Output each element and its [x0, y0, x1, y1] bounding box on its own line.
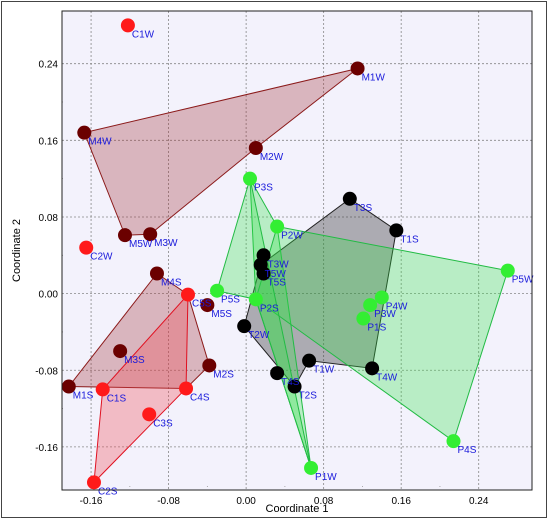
data-point-p4w [374, 290, 389, 305]
data-point-p1w [304, 460, 319, 475]
point-label-m3w: M3W [154, 238, 178, 249]
data-point-c2w [79, 240, 94, 255]
data-point-t2w [237, 319, 252, 334]
data-points [61, 18, 515, 490]
point-label-c3s: C3S [153, 418, 173, 429]
y-tick-label: -0.08 [35, 366, 58, 377]
data-point-p3s [243, 171, 257, 186]
y-tick-label: -0.16 [35, 443, 58, 454]
point-label-t3s: T3S [354, 203, 373, 214]
data-point-t1s [389, 223, 404, 238]
point-labels: M1W M2W M3W M4W M5W M1S M2S M3S M4S M5S C1W C2W C1S C… [73, 29, 534, 497]
data-point-t5s [256, 266, 271, 281]
data-point-m3s [113, 344, 128, 359]
data-point-c5s [180, 287, 195, 302]
data-point-p4s [446, 434, 461, 449]
data-point-t2s [287, 379, 302, 394]
data-point-t1w [302, 353, 317, 368]
point-label-m2w: M2W [260, 152, 284, 163]
point-label-m1s: M1S [73, 391, 94, 402]
data-point-p3w [363, 298, 378, 313]
point-label-p4s: P4S [458, 445, 477, 456]
point-label-c5s: C5S [192, 299, 212, 310]
y-tick-label: 0.08 [39, 213, 59, 224]
data-point-m1w [350, 61, 365, 76]
point-label-t2s: T2S [299, 391, 318, 402]
point-label-t5s: T5S [268, 277, 287, 288]
point-label-t1w: T1W [313, 365, 335, 376]
point-label-c1w: C1W [132, 29, 155, 40]
point-label-c2s: C2S [98, 486, 118, 497]
plot-border [61, 10, 533, 491]
point-label-c2w: C2W [90, 252, 113, 263]
data-point-c4s [179, 381, 194, 396]
y-tick-label: 0.24 [39, 60, 59, 71]
point-label-t4s: T4S [281, 377, 300, 388]
data-point-p5s [210, 283, 225, 298]
data-point-m4s [149, 266, 164, 281]
point-label-t4w: T4W [376, 372, 398, 383]
point-label-m3s: M3S [124, 355, 145, 366]
y-tick-label: 0.16 [39, 136, 59, 147]
x-tick-label: -0.16 [80, 496, 103, 507]
data-point-t4w [365, 361, 380, 376]
x-tick-label: 0.24 [469, 496, 489, 507]
point-label-p1s: P1S [367, 323, 386, 334]
data-point-m2w [248, 140, 263, 155]
point-label-t5w: T5W [265, 269, 287, 280]
point-label-p5s: P5S [221, 295, 240, 306]
data-point-t3s [342, 191, 357, 206]
data-point-p2s [248, 292, 263, 307]
x-tick-labels: -0.16 -0.08 0.00 0.08 0.16 0.24 [80, 496, 489, 507]
point-label-p5w: P5W [512, 275, 534, 286]
y-tick-labels: -0.16 -0.08 0.00 0.08 0.16 0.24 [35, 60, 58, 454]
data-point-t4s [270, 366, 285, 381]
data-point-c2s [86, 475, 101, 490]
data-point-p1s [356, 311, 371, 326]
point-label-p1w: P1W [315, 472, 337, 483]
data-point-m3w [143, 227, 158, 242]
point-label-p3w: P3W [374, 309, 396, 320]
group-hull [83, 67, 358, 236]
y-axis-title: Coordinate 2 [11, 219, 23, 282]
point-label-t2w: T2W [248, 330, 270, 341]
data-point-m2s [202, 358, 217, 373]
point-label-m4w: M4W [88, 137, 112, 148]
point-label-m1w: M1W [362, 72, 386, 83]
x-tick-label: 0.08 [314, 496, 334, 507]
data-point-m1s [61, 379, 76, 394]
point-label-m5w: M5W [129, 239, 153, 250]
plot-area [62, 11, 532, 490]
data-point-c1w [120, 18, 135, 33]
point-label-p3s: P3S [254, 183, 273, 194]
point-label-m5s: M5S [211, 309, 232, 320]
data-point-c3s [142, 407, 157, 422]
point-label-m4s: M4S [161, 277, 182, 288]
data-point-m5w [117, 228, 132, 243]
point-label-c1s: C1S [107, 393, 127, 404]
group-hull [67, 272, 210, 389]
x-axis-title: Coordinate 1 [266, 503, 329, 515]
point-label-c4s: C4S [190, 392, 210, 403]
group-hulls [67, 67, 509, 484]
x-tick-label: 0.16 [391, 496, 411, 507]
data-point-m5s [200, 298, 215, 313]
data-point-p2w [270, 219, 285, 234]
x-tick-label: -0.08 [157, 496, 180, 507]
data-point-p5w [500, 263, 515, 278]
point-label-p2w: P2W [281, 231, 303, 242]
grid-lines [62, 11, 532, 490]
x-tick-label: 0.00 [236, 496, 256, 507]
y-tick-label: 0.00 [39, 290, 59, 301]
data-point-c1s [95, 382, 110, 397]
point-label-p2s: P2S [260, 303, 279, 314]
point-label-t1s: T1S [400, 234, 419, 245]
point-label-p4w: P4W [386, 301, 408, 312]
data-point-m4w [77, 125, 92, 140]
point-label-m2s: M2S [213, 369, 234, 380]
point-label-t3w: T3W [268, 259, 290, 270]
